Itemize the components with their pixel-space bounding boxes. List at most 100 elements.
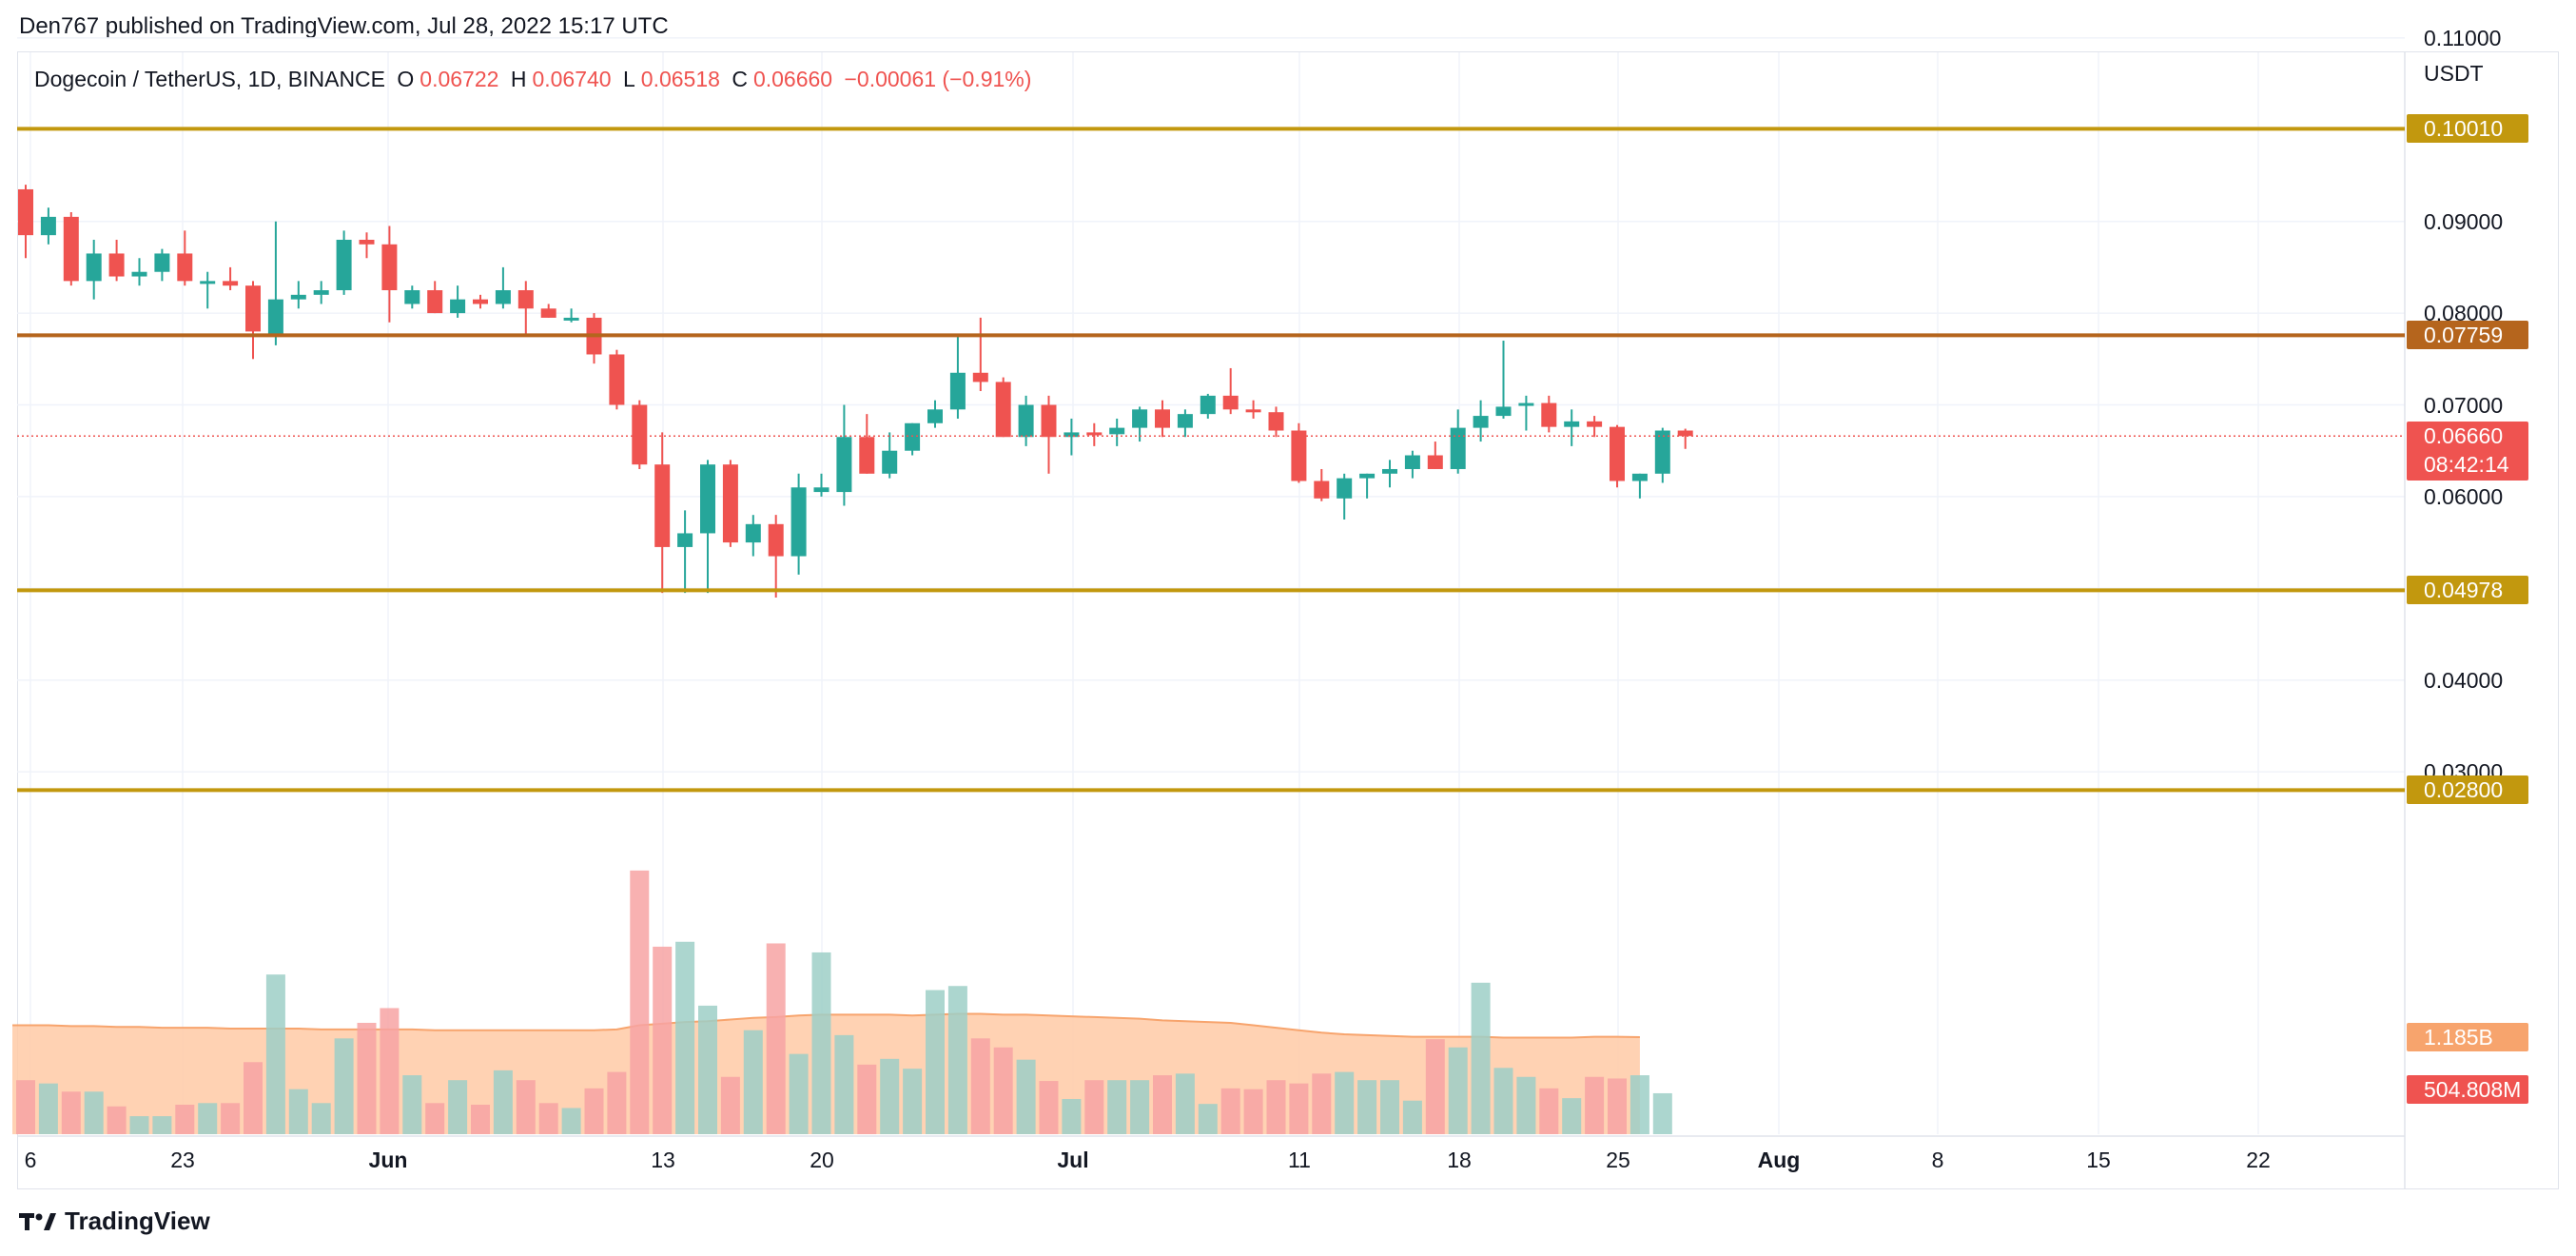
candle-body (336, 239, 352, 290)
candle-body (836, 437, 852, 493)
x-tick-label: Jun (368, 1148, 408, 1172)
candle-body (86, 253, 102, 282)
candle-body (540, 308, 556, 318)
candle-body (427, 290, 443, 314)
volume-bar (1380, 1080, 1399, 1134)
candle-body (949, 372, 966, 410)
candle-body (154, 253, 170, 272)
footer-brand: TradingView (65, 1207, 210, 1235)
candle-body (473, 299, 488, 304)
candle-body (1654, 430, 1670, 474)
close-value: 0.06660 (752, 67, 833, 91)
candle-body (359, 239, 375, 245)
volume-bar (903, 1069, 923, 1134)
volume-bar (1335, 1071, 1355, 1134)
last-price-badge: 0.06660 08:42:14 (2407, 422, 2528, 481)
volume-bar (947, 986, 967, 1134)
candle-body (1404, 455, 1420, 469)
volume-bar (244, 1062, 263, 1134)
candle-body (1177, 414, 1193, 428)
candle-body (632, 404, 648, 465)
volume-bar (288, 1089, 308, 1134)
candle-body (108, 253, 125, 277)
volume-badge: 504.808M (2407, 1075, 2528, 1104)
level-badge: 0.10010 (2407, 114, 2528, 144)
volume-bar (1516, 1076, 1536, 1134)
volume-bar (970, 1038, 990, 1134)
volume-bar (311, 1103, 331, 1134)
volume-bar (675, 941, 695, 1134)
symbol-name: Dogecoin / TetherUS, 1D, BINANCE (34, 67, 386, 91)
volume-bar (607, 1071, 627, 1134)
volume-bar (1198, 1104, 1218, 1134)
chart-panel[interactable] (17, 51, 2559, 1189)
candle-body (1473, 416, 1489, 428)
candle-body (18, 188, 33, 236)
symbol-legend: Dogecoin / TetherUS, 1D, BINANCE O 0.0672… (34, 67, 1037, 92)
volume-bar (493, 1070, 513, 1134)
countdown-label: 08:42:14 (2424, 452, 2509, 478)
candle-body (1041, 404, 1057, 438)
candle-body (1245, 409, 1261, 413)
candle-body (1337, 478, 1353, 499)
volume-bar (1630, 1075, 1649, 1134)
volume-bar (1039, 1081, 1059, 1134)
candle-body (677, 533, 693, 547)
volume-bar (1357, 1080, 1377, 1134)
candle-body (404, 290, 420, 304)
x-tick-label: 11 (1288, 1148, 1311, 1172)
currency-label: USDT (2424, 61, 2484, 86)
low-label: L (622, 67, 635, 91)
level-badge: 0.04978 (2407, 576, 2528, 605)
volume-bar (1220, 1088, 1240, 1134)
candle-body (1200, 395, 1216, 415)
candle-body (1495, 406, 1512, 417)
candle-body (381, 244, 398, 290)
open-value: 0.06722 (420, 67, 499, 91)
level-badge: 0.07759 (2407, 321, 2528, 350)
x-tick-label: 20 (810, 1148, 834, 1172)
volume-bar (334, 1038, 354, 1134)
volume-bar (1562, 1098, 1582, 1134)
volume-bar (698, 1005, 717, 1134)
x-tick-label: Aug (1757, 1148, 1801, 1172)
volume-bar (129, 1116, 149, 1134)
candle-body (905, 422, 921, 451)
tradingview-logo[interactable]: TradingView (19, 1207, 210, 1236)
candle-body (63, 216, 79, 282)
candle-body (177, 253, 193, 282)
x-tick-label: 18 (1447, 1148, 1472, 1172)
volume-bar (538, 1103, 558, 1134)
x-tick-label: 15 (2086, 1148, 2111, 1172)
candle-body (200, 281, 216, 285)
candle-body (1291, 430, 1307, 481)
volume-bar (1312, 1073, 1332, 1134)
candle-body (290, 294, 306, 300)
volume-bar (789, 1053, 809, 1134)
candle-body (609, 354, 625, 405)
volume-bar (471, 1105, 490, 1134)
volume-bar (1448, 1047, 1468, 1134)
volume-bar (630, 870, 650, 1134)
volume-bar (1062, 1098, 1082, 1134)
volume-bar (1084, 1080, 1104, 1134)
volume-bar (1608, 1078, 1627, 1134)
candle-body (790, 487, 807, 557)
y-tick-label: 0.06000 (2424, 483, 2504, 509)
y-tick-label: 0.11000 (2424, 25, 2502, 50)
volume-bar (720, 1076, 740, 1134)
x-tick-label: 23 (170, 1148, 195, 1172)
candle-body (517, 290, 534, 309)
volume-bar (766, 943, 786, 1134)
tradingview-logo-icon (19, 1212, 56, 1230)
volume-bar (84, 1091, 104, 1134)
volume-bar (653, 946, 673, 1134)
candle-body (813, 487, 829, 493)
low-value: 0.06518 (640, 67, 720, 91)
candle-body (1155, 409, 1170, 428)
candle-body (495, 290, 511, 304)
volume-bar (380, 1008, 400, 1134)
volume-bar (993, 1047, 1013, 1134)
volume-bar (1130, 1080, 1150, 1134)
